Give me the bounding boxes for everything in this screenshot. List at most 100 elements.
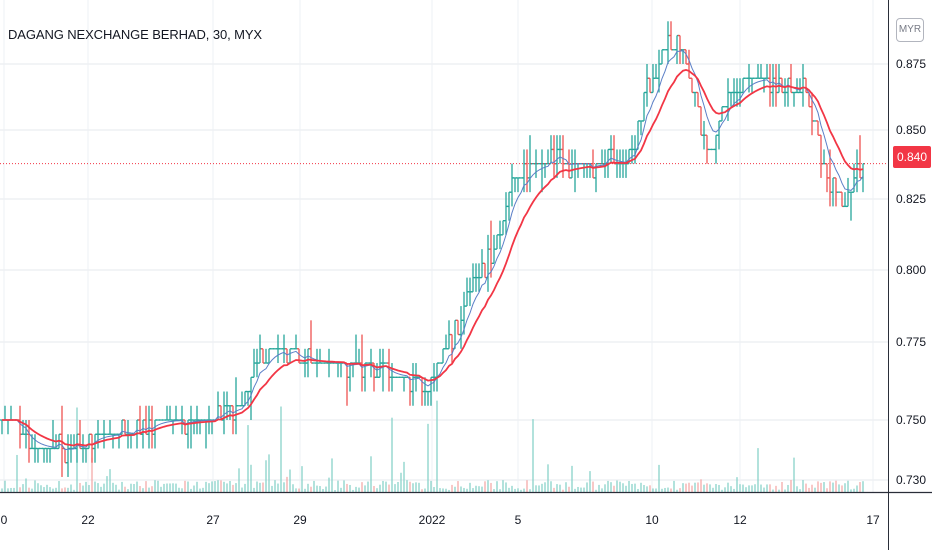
volume-bar: [4, 480, 6, 492]
volume-bar: [61, 488, 63, 492]
volume-bar: [733, 488, 735, 492]
volume-bar: [322, 489, 324, 492]
volume-bar: [598, 484, 600, 492]
volume-bar: [574, 488, 576, 492]
volume-bar: [157, 480, 159, 492]
ema-fast-line: [2, 50, 864, 451]
volume-bar: [226, 483, 228, 492]
volume-bar: [307, 483, 309, 492]
volume-bar: [625, 485, 627, 492]
currency-button[interactable]: MYR: [896, 18, 924, 42]
volume-bar: [175, 483, 177, 492]
volume-bar: [784, 489, 786, 492]
volume-bar: [22, 484, 24, 492]
volume-bar: [475, 485, 477, 492]
volume-bar: [496, 481, 498, 492]
volume-bar: [409, 481, 411, 492]
volume-bar: [64, 487, 66, 492]
volume-bar: [325, 486, 327, 492]
volume-bar: [394, 484, 396, 492]
volume-bar: [166, 483, 168, 492]
volume-bar: [775, 485, 777, 492]
volume-bar: [499, 489, 501, 492]
volume-bar: [616, 480, 618, 492]
volume-bar: [169, 483, 171, 492]
volume-bar: [826, 488, 828, 492]
volume-bar: [283, 482, 285, 492]
volume-bar: [313, 480, 315, 492]
volume-bar: [841, 485, 843, 492]
volume-bar: [493, 489, 495, 492]
volume-bar: [259, 482, 261, 492]
volume-bar: [253, 487, 255, 492]
volume-bar: [73, 489, 75, 492]
volume-bar: [424, 488, 426, 492]
volume-bar: [85, 481, 87, 492]
volume-bar: [124, 486, 126, 492]
x-tick-label: 2022: [419, 513, 446, 527]
volume-bar: [268, 454, 270, 492]
volume-bar: [328, 477, 330, 492]
volume-bar: [289, 469, 291, 492]
volume-bar: [703, 484, 705, 492]
volume-bar: [661, 488, 663, 492]
volume-bar: [1, 488, 3, 492]
volume-bar: [142, 488, 144, 492]
volume-bar: [814, 487, 816, 492]
volume-bar: [697, 482, 699, 492]
volume-bar: [580, 487, 582, 492]
volume-bar: [103, 483, 105, 492]
volume-bar: [148, 487, 150, 492]
volume-bar: [577, 486, 579, 492]
volume-bar: [460, 486, 462, 492]
volume-bar: [346, 483, 348, 492]
x-tick-label: 17: [866, 513, 880, 527]
volume-bar: [298, 488, 300, 492]
x-tick-label: 29: [293, 513, 307, 527]
volume-bar: [724, 487, 726, 492]
volume-bar: [247, 425, 249, 492]
volume-bar: [715, 484, 717, 492]
ema-slow-line: [2, 68, 864, 447]
volume-bar: [82, 485, 84, 492]
volume-bar: [220, 480, 222, 492]
volume-bar: [853, 488, 855, 492]
volume-bar: [379, 484, 381, 492]
volume-bar: [490, 482, 492, 492]
volume-bar: [295, 488, 297, 492]
volume-bar: [445, 488, 447, 492]
volume-bar: [565, 482, 567, 492]
volume-bar: [757, 448, 759, 492]
volume-bar: [685, 483, 687, 492]
volume-bar: [16, 454, 18, 492]
volume-bar: [412, 483, 414, 492]
volume-bar: [127, 489, 129, 492]
volume-bar: [334, 489, 336, 492]
last-price-label: 0.840: [893, 146, 931, 168]
y-tick-label: 0.850: [896, 123, 926, 137]
volume-bar: [319, 486, 321, 492]
volume-bar: [781, 481, 783, 492]
volume-bar: [709, 484, 711, 492]
y-tick-label: 0.750: [896, 413, 926, 427]
chart-title: DAGANG NEXCHANGE BERHAD, 30, MYX: [8, 27, 262, 42]
volume-bar: [277, 483, 279, 492]
volume-bar: [40, 485, 42, 492]
volume-bar: [586, 482, 588, 492]
volume-bar: [790, 480, 792, 492]
volume-bar: [820, 482, 822, 492]
volume-bar: [676, 489, 678, 492]
volume-bar: [712, 487, 714, 492]
volume-bar: [547, 464, 549, 492]
volume-bar: [466, 488, 468, 492]
volume-bar: [718, 484, 720, 492]
volume-bar: [301, 466, 303, 492]
volume-bar: [415, 482, 417, 492]
volume-bar: [568, 486, 570, 492]
volume-bar: [808, 487, 810, 492]
volume-bar: [388, 484, 390, 492]
volume-bar: [196, 481, 198, 492]
volume-bar: [286, 476, 288, 492]
